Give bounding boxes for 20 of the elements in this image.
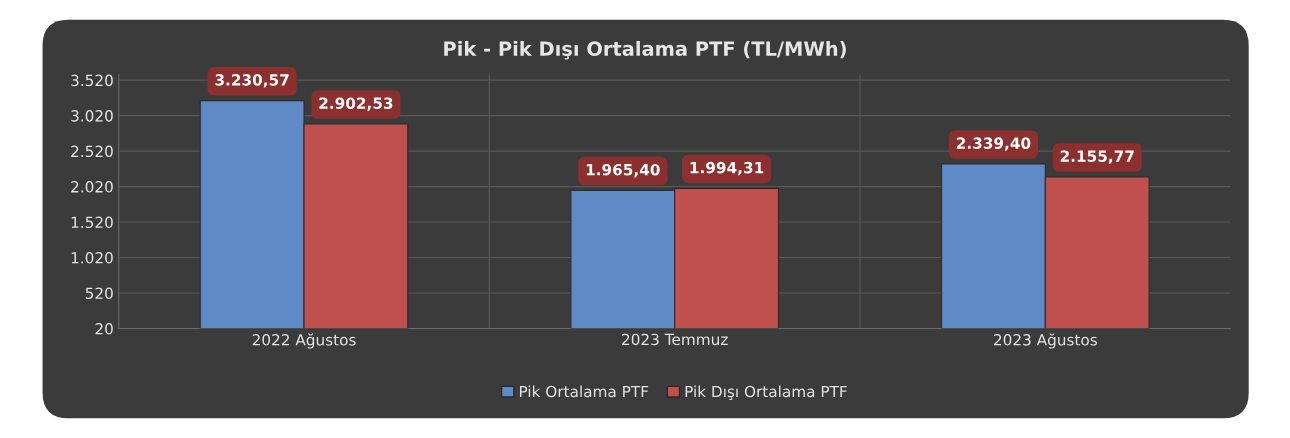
y-tick-label: 20 [95,322,113,335]
data-label: 2.339,40 [956,137,1031,151]
y-tick-label: 2.520 [71,145,113,158]
x-tick-label: 2022 Ağustos [252,333,356,349]
y-tick-label: 1.020 [71,252,113,264]
x-tick-label: 2023 Temmuz [622,333,728,346]
y-tick-label: 2.020 [71,181,113,193]
data-label: 3.230,57 [215,74,289,88]
y-tick-label: 1.520 [71,216,113,229]
legend-label: Pik Dışı Ortalama PTF [685,385,847,400]
x-tick-label: 2023 Ağustos [994,333,1097,349]
y-tick-label: 520 [85,287,113,300]
chart-title: Pik - Pik Dışı Ortalama PTF (TL/MWh) [444,40,846,60]
legend-label: Pik Ortalama PTF [519,385,649,398]
data-label: 2.155,77 [1060,150,1134,164]
data-label: 1.994,31 [690,161,764,176]
y-tick-label: 3.520 [71,74,113,87]
data-label: 1.965,40 [586,163,660,178]
data-label: 2.902,53 [319,97,393,111]
y-tick-label: 3.020 [71,110,113,122]
